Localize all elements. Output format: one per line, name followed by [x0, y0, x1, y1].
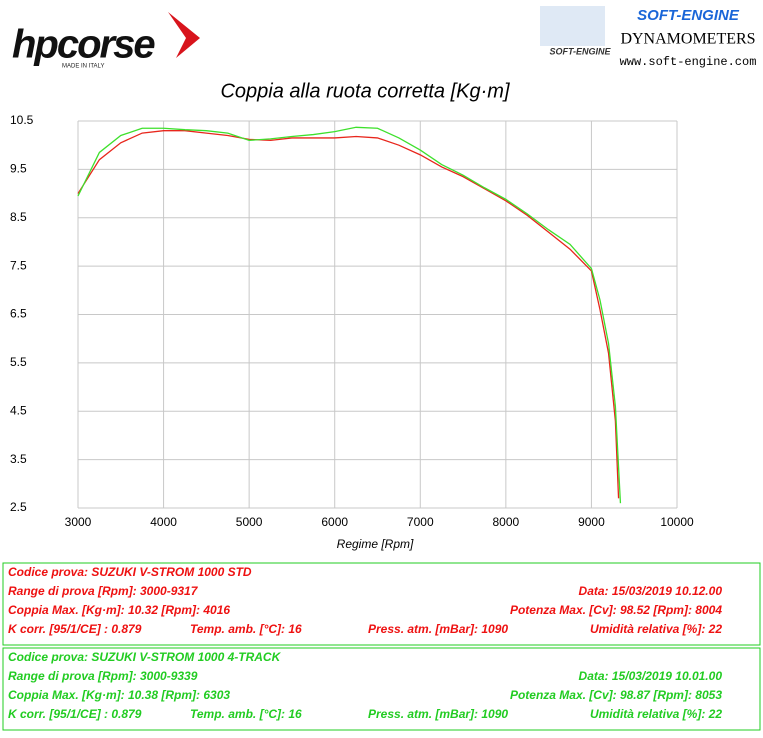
info-text: Codice prova: SUZUKI V-STROM 1000 4-TRAC…	[8, 650, 282, 664]
info-panel-border	[2, 562, 761, 646]
info-text: Codice prova: SUZUKI V-STROM 1000 STD	[8, 565, 252, 579]
brand-sub: MADE IN ITALY	[62, 64, 104, 70]
dyno-logo-icon	[540, 6, 605, 46]
dyno-type: DYNAMOMETERS	[620, 31, 755, 48]
brand-swoosh	[168, 12, 200, 58]
info-text: Umidità relativa [%]: 22	[590, 707, 722, 721]
torque-line	[77, 130, 620, 499]
website: www.soft-engine.com	[620, 55, 757, 69]
y-tick-label: 10.5	[10, 113, 34, 127]
y-tick-label: 2.5	[10, 500, 27, 514]
info-text: Potenza Max. [Cv]: 98.87 [Rpm]: 8053	[510, 688, 722, 702]
x-tick-label: 8000	[493, 515, 520, 529]
info-text: Range di prova [Rpm]: 3000-9339	[8, 669, 198, 683]
dyno-logo-text: SOFT-ENGINE	[549, 46, 611, 56]
info-text: Range di prova [Rpm]: 3000-9317	[8, 584, 199, 598]
info-text: Coppia Max. [Kg·m]: 10.32 [Rpm]: 4016	[8, 603, 230, 617]
info-text: K corr. [95/1/CE] : 0.879	[8, 622, 142, 636]
x-tick-label: 3000	[65, 515, 92, 529]
info-text: Temp. amb. [°C]: 16	[190, 707, 302, 721]
x-axis-label: Regime [Rpm]	[337, 537, 414, 551]
info-text: Potenza Max. [Cv]: 98.52 [Rpm]: 8004	[510, 603, 722, 617]
info-text: K corr. [95/1/CE] : 0.879	[8, 707, 142, 721]
info-text: Press. atm. [mBar]: 1090	[368, 707, 508, 721]
x-tick-label: 7000	[407, 515, 434, 529]
x-tick-label: 4000	[150, 515, 177, 529]
x-tick-label: 10000	[660, 515, 694, 529]
y-tick-label: 7.5	[10, 258, 27, 272]
y-tick-label: 6.5	[10, 307, 27, 321]
info-text: Temp. amb. [°C]: 16	[190, 622, 302, 636]
y-tick-label: 4.5	[10, 403, 27, 417]
y-tick-label: 5.5	[10, 355, 27, 369]
info-text: Umidità relativa [%]: 22	[590, 622, 722, 636]
info-panels: Codice prova: SUZUKI V-STROM 1000 STD Ran…	[2, 562, 761, 731]
info-text: Coppia Max. [Kg·m]: 10.38 [Rpm]: 6303	[8, 688, 230, 702]
info-panel-border	[2, 647, 761, 731]
x-tick-label: 6000	[321, 515, 348, 529]
info-text: Data: 15/03/2019 10.01.00	[579, 669, 723, 683]
chart-title: Coppia alla ruota corretta [Kg·m]	[220, 80, 509, 102]
torque-line	[77, 126, 622, 504]
info-text: Data: 15/03/2019 10.12.00	[579, 584, 723, 598]
info-text: Press. atm. [mBar]: 1090	[368, 622, 508, 636]
x-tick-label: 9000	[578, 515, 605, 529]
plot: 10.5 9.5 8.5 7.5 6.5 5.5 4.5 3.5 2.5 3000 4000 5000…	[10, 113, 694, 529]
y-tick-label: 3.5	[10, 452, 27, 466]
x-tick-label: 5000	[236, 515, 263, 529]
brand-logo: hpcorse	[12, 23, 155, 67]
y-tick-label: 9.5	[10, 162, 27, 176]
dyno-brand: SOFT-ENGINE	[637, 7, 740, 24]
y-tick-label: 8.5	[10, 210, 27, 224]
